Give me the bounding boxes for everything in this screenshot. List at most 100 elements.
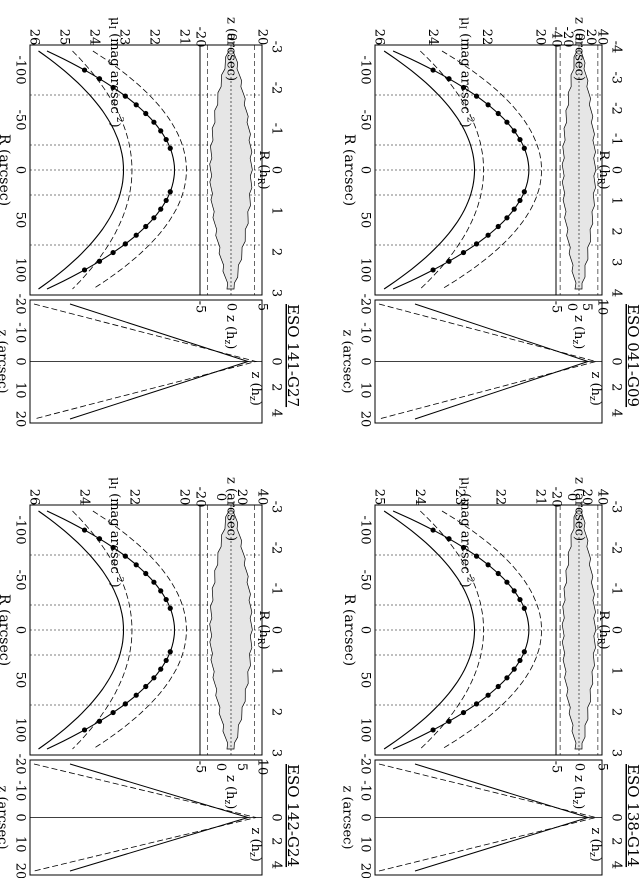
vz-tick-label: 20	[358, 411, 373, 428]
data-point	[511, 128, 517, 134]
vz-axis-title: z (arcsec)	[340, 329, 355, 393]
rh-tick-label: 2	[609, 227, 624, 235]
data-point	[495, 110, 501, 117]
data-point	[110, 709, 116, 716]
r-tick-label: -50	[13, 110, 28, 131]
data-point	[446, 76, 452, 82]
vz-tick-label: -10	[13, 780, 28, 801]
rh-tick-label: -3	[609, 71, 624, 84]
offset-profile	[383, 510, 476, 750]
rh-tick-label: -1	[269, 583, 284, 596]
mu-tick-label: 22	[147, 29, 162, 46]
vz-tick-label: -10	[358, 322, 373, 343]
vzh-tick-label: 2	[269, 837, 284, 845]
data-point	[485, 562, 491, 568]
zh-tick-label: 5	[595, 763, 610, 771]
data-point	[446, 258, 452, 264]
data-point	[495, 223, 501, 230]
r-tick-label: -50	[358, 570, 373, 591]
vzh-tick-label: 4	[609, 861, 624, 869]
vzh-tick-label: 2	[609, 383, 624, 391]
mu-tick-label: 23	[117, 29, 132, 46]
vz-tick-label: 0	[13, 813, 28, 821]
z-tick-label: 0	[572, 33, 587, 41]
r-tick-label: -100	[13, 515, 28, 544]
zh-tick-label: 5	[579, 303, 594, 311]
rh-tick-label: -3	[269, 41, 284, 54]
vzh-axis-title: z (hz)	[588, 828, 604, 862]
rh-tick-label: 3	[269, 749, 284, 757]
rh-tick-label: 1	[269, 667, 284, 675]
z-tick-label: 0	[224, 33, 239, 41]
data-point	[473, 241, 480, 247]
data-point	[163, 136, 169, 143]
r-tick-label: 100	[13, 718, 28, 743]
vzh-tick-label: 2	[269, 383, 284, 391]
data-point	[517, 197, 523, 204]
data-point	[143, 110, 149, 117]
data-point	[151, 675, 157, 681]
model-profile	[441, 510, 542, 750]
zh-axis-title: z (hz)	[571, 775, 587, 809]
data-point	[122, 553, 128, 559]
model-profile	[420, 510, 485, 750]
data-point	[430, 527, 436, 533]
rh-tick-label: -2	[269, 82, 284, 95]
data-point	[133, 232, 139, 238]
data-point	[81, 527, 88, 533]
model-profile	[92, 50, 187, 290]
vz-tick-label: 10	[358, 382, 373, 399]
vzh-tick-label: 0	[609, 813, 624, 821]
zh-axis-title: z (hz)	[571, 315, 587, 349]
data-point	[110, 249, 116, 256]
model-profile	[72, 50, 133, 290]
offset-profile	[38, 510, 125, 750]
data-point	[133, 102, 139, 108]
data-point	[460, 84, 467, 91]
r-tick-label: 0	[13, 626, 28, 634]
zh-tick-label: -5	[549, 301, 564, 314]
galaxy-name: ESO 141-G27	[284, 304, 302, 407]
data-point	[151, 579, 157, 585]
data-point	[133, 692, 139, 698]
z-tick-label: -20	[549, 487, 564, 508]
data-point	[133, 562, 139, 568]
z-tick-label: 40	[595, 489, 610, 506]
rh-tick-label: 3	[609, 749, 624, 757]
zh-axis-title: z (hz)	[223, 315, 239, 349]
zh-tick-label: -5	[193, 761, 208, 774]
zh-tick-label: 0	[572, 763, 587, 771]
data-point	[430, 267, 436, 273]
vz-tick-label: -10	[13, 322, 28, 343]
mu-tick-label: 26	[27, 29, 42, 46]
mu-tick-label: 20	[533, 29, 548, 46]
panel-eso041: -100-50050100-4-3-2-10123440200-20-40105…	[340, 17, 642, 427]
data-point	[143, 223, 149, 230]
data-point	[521, 605, 527, 611]
rh-axis-title: R (hR)	[596, 150, 612, 189]
z-tick-label: 40	[255, 489, 270, 506]
r-tick-label: 50	[13, 212, 28, 229]
vz-tick-label: -20	[13, 294, 28, 315]
z-axis-title: z (arcsec)	[572, 477, 587, 541]
data-point	[521, 145, 527, 151]
vzh-tick-label: 4	[269, 409, 284, 417]
data-point	[504, 675, 510, 681]
galaxy-name: ESO 142-G24	[284, 764, 302, 867]
z-tick-label: -20	[560, 27, 575, 48]
data-point	[96, 536, 103, 542]
data-point	[167, 649, 173, 655]
mu-tick-label: 24	[412, 489, 427, 506]
major-axis-profile	[392, 510, 530, 750]
zh-tick-label: 10	[595, 299, 610, 316]
rh-tick-label: -3	[609, 501, 624, 514]
mu-tick-label: 21	[177, 29, 192, 46]
z-tick-label: -40	[549, 27, 564, 48]
vz-tick-label: 0	[358, 813, 373, 821]
data-point	[167, 605, 173, 611]
data-point	[460, 709, 467, 716]
data-point	[163, 197, 169, 204]
vzh-tick-label: 2	[609, 837, 624, 845]
r-axis-title: R (arcsec)	[0, 594, 12, 666]
rh-tick-label: 4	[609, 289, 624, 297]
